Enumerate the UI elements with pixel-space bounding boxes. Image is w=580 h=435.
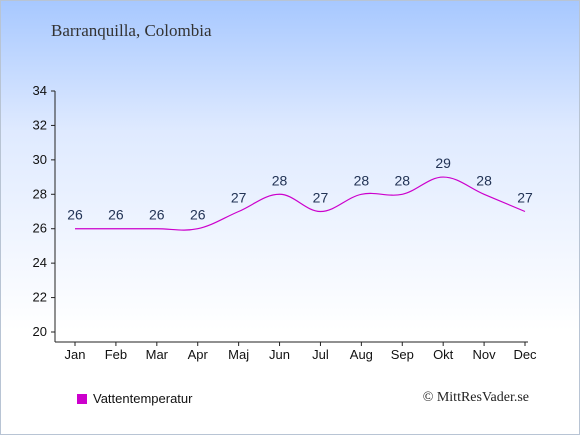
x-tick-label: Okt [433,347,454,362]
x-tick-label: Sep [391,347,414,362]
y-tick-label: 20 [33,324,47,339]
data-label: 28 [272,172,288,188]
legend-swatch [77,393,87,404]
data-label: 26 [67,207,83,223]
copyright-text: © MittResVader.se [422,390,529,405]
x-tick-label: Jun [269,347,290,362]
data-label: 26 [108,207,124,223]
data-label: 26 [190,207,206,223]
chart-title: Barranquilla, Colombia [51,21,212,40]
x-tick-label: Dec [513,347,537,362]
y-tick-label: 24 [33,255,47,270]
data-label: 28 [394,172,410,188]
series-line [75,176,526,231]
y-tick-label: 28 [33,186,47,201]
data-label: 27 [313,190,329,206]
x-tick-label: Feb [105,347,127,362]
data-label: 26 [149,207,165,223]
legend: Vattentemperatur [77,391,192,406]
x-tick-label: Mar [146,347,169,362]
x-tick-label: Maj [228,347,249,362]
data-label: 28 [476,172,492,188]
y-tick-label: 22 [33,290,47,305]
x-tick-label: Apr [188,347,209,362]
x-tick-label: Jul [312,347,329,362]
x-tick-label: Aug [350,347,373,362]
x-tick-label: Nov [473,347,497,362]
data-label: 27 [231,190,247,206]
legend-label: Vattentemperatur [93,391,193,406]
data-label: 27 [517,190,533,206]
y-tick-label: 34 [33,83,47,98]
x-tick-label: Jan [65,347,86,362]
y-tick-label: 26 [33,221,47,236]
data-label: 28 [354,172,370,188]
data-label: 29 [435,155,451,171]
y-tick-label: 32 [33,117,47,132]
y-tick-label: 30 [33,152,47,167]
